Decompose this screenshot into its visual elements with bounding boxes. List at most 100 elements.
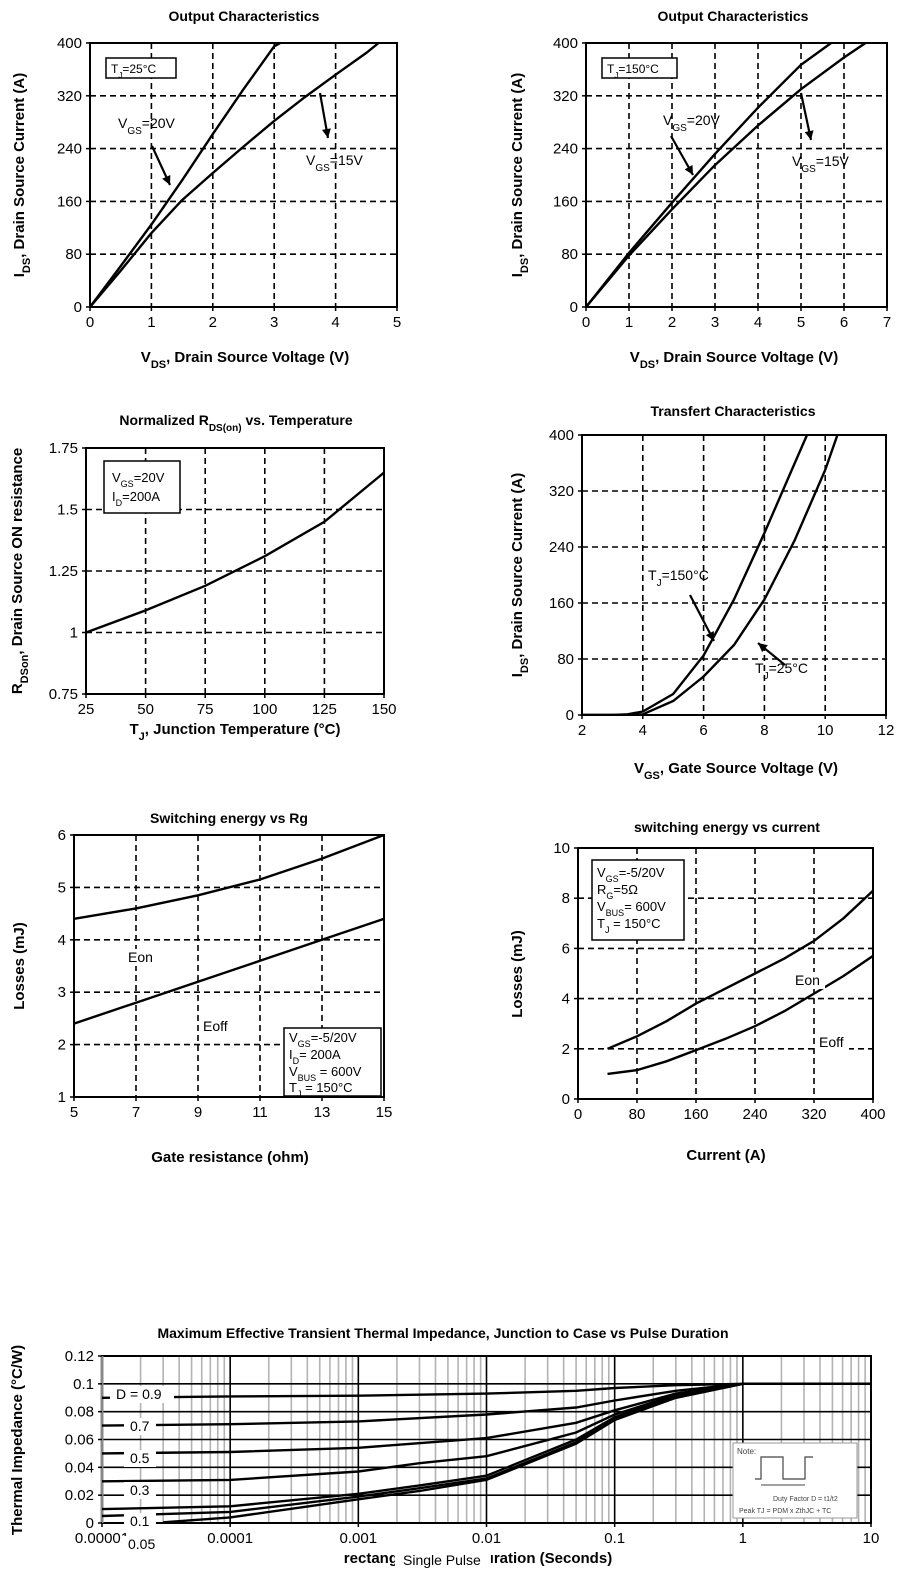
- x-tick-label: 0.1: [604, 1530, 625, 1547]
- arrowhead: [758, 643, 768, 653]
- series-line: [74, 835, 384, 920]
- x-tick-label: 4: [754, 314, 762, 331]
- y-tick-label: 400: [553, 35, 578, 52]
- condition-text: TJ = 150°C: [289, 1080, 353, 1099]
- y-tick-label: 160: [549, 595, 574, 612]
- condition-box: [103, 460, 181, 514]
- arrowhead: [804, 130, 814, 140]
- chart-title: Output Characteristics: [169, 8, 320, 24]
- y-tick-label: 2: [562, 1041, 570, 1058]
- chart-title: switching energy vs current: [634, 819, 820, 835]
- curve-label: TJ=150°C: [648, 567, 709, 589]
- x-axis-label: VGS, Gate Source Voltage (V): [634, 760, 838, 782]
- y-tick-label: 3: [58, 984, 66, 1001]
- y-tick-label: 10: [553, 840, 570, 857]
- x-tick-label: 400: [860, 1106, 885, 1123]
- curve-label: VGS=20V: [663, 112, 721, 134]
- x-tick-label: 15: [376, 1104, 393, 1121]
- y-tick-label: 240: [57, 141, 82, 158]
- x-tick-label: 7: [883, 314, 891, 331]
- curve-label: 0.05: [128, 1536, 155, 1552]
- y-tick-label: 400: [57, 35, 82, 52]
- curve-label: TJ=25°C: [755, 660, 808, 682]
- y-axis-label: IDS, Drain Source Current (A): [11, 73, 33, 277]
- condition-box: [105, 57, 177, 79]
- label-backdrop: [124, 1450, 156, 1467]
- y-axis-label: Losses (mJ): [11, 922, 28, 1010]
- y-tick-label: 1.25: [49, 563, 78, 580]
- x-tick-label: 1: [739, 1530, 747, 1547]
- chart-c7: 0.00001 0.0001 0.001 0.01 0.1 1 10 0 0.02 0.04 0.0…: [9, 1325, 879, 1569]
- x-tick-label: 2: [209, 314, 217, 331]
- y-tick-label: 0.75: [49, 686, 78, 703]
- condition-text: ID= 200A: [289, 1047, 341, 1066]
- chart-c1: 0 1 2 3 4 5 0 80 160 240 320 400 Output Characterist…: [11, 8, 401, 371]
- y-tick-label: 0.06: [65, 1432, 94, 1449]
- curve-label: Eoff: [819, 1034, 844, 1050]
- curve-label: 0.3: [130, 1482, 150, 1498]
- x-tick-label: 1: [625, 314, 633, 331]
- y-tick-label: 2: [58, 1037, 66, 1054]
- curve-label: VGS=15V: [306, 152, 364, 174]
- arrowhead: [684, 164, 693, 175]
- x-tick-label: 11: [252, 1104, 268, 1121]
- series-line: [607, 889, 873, 1050]
- plot-frame: [89, 42, 398, 308]
- condition-text: TJ = 150°C: [597, 916, 661, 935]
- x-tick-label: 2: [668, 314, 676, 331]
- label-backdrop: [110, 1386, 174, 1403]
- x-tick-label: 5: [70, 1104, 78, 1121]
- y-tick-label: 0.12: [65, 1348, 94, 1365]
- x-tick-label: 9: [194, 1104, 202, 1121]
- curve-label: Eoff: [203, 1018, 228, 1034]
- y-axis-label: RDSon, Drain Source ON resistance: [9, 448, 31, 694]
- x-tick-label: 2: [578, 722, 586, 739]
- y-axis-label: Losses (mJ): [509, 930, 526, 1018]
- plot-frame: [581, 434, 887, 716]
- x-tick-label: 0.001: [340, 1530, 378, 1547]
- curve-label: D = 0.9: [116, 1386, 162, 1402]
- y-tick-label: 240: [553, 141, 578, 158]
- x-tick-label: 25: [78, 701, 95, 718]
- y-tick-label: 5: [58, 879, 66, 896]
- arrowhead: [162, 174, 171, 185]
- chart-c4: 2 4 6 8 10 12 0 80 160 240 320 400 Transfert Charact…: [509, 403, 894, 782]
- label-backdrop: [124, 949, 158, 966]
- series-line: [102, 1382, 871, 1399]
- series-line: [582, 435, 839, 715]
- y-tick-label: 160: [57, 193, 82, 210]
- y-tick-label: 8: [562, 890, 570, 907]
- inset-note-line: Duty Factor D = t1/t2: [773, 1496, 838, 1503]
- y-tick-label: 80: [561, 246, 578, 263]
- y-axis-label: IDS, Drain Source Current (A): [509, 73, 531, 277]
- x-axis-label: TJ, Junction Temperature (°C): [129, 721, 340, 743]
- x-tick-label: 80: [629, 1106, 646, 1123]
- x-tick-label: 13: [314, 1104, 331, 1121]
- x-tick-label: 10: [863, 1530, 880, 1547]
- pulse-waveform: [755, 1456, 813, 1480]
- chart-title: Output Characteristics: [658, 8, 809, 24]
- x-tick-label: 6: [699, 722, 707, 739]
- x-tick-label: 0.01: [472, 1530, 501, 1547]
- x-tick-label: 125: [312, 701, 337, 718]
- duty-cycle-inset: [732, 1442, 858, 1519]
- y-tick-label: 4: [562, 991, 570, 1008]
- condition-text: TJ=25°C: [111, 62, 156, 80]
- plot-frame: [73, 834, 385, 1098]
- inset-note-line: Peak TJ = PDM x ZthJC + TC: [739, 1508, 831, 1515]
- y-tick-label: 400: [549, 427, 574, 444]
- y-tick-label: 1.75: [49, 440, 78, 457]
- y-tick-label: 80: [557, 651, 574, 668]
- y-tick-label: 0: [570, 299, 578, 316]
- x-axis-label: VDS, Drain Source Voltage (V): [630, 349, 838, 371]
- label-backdrop: [122, 1536, 162, 1553]
- y-axis-label: Thermal Impedance (°C/W): [9, 1345, 26, 1535]
- y-tick-label: 6: [562, 940, 570, 957]
- chart-c6: 0 80 160 240 320 400 0 2 4 6 8 10 switching energy v…: [509, 819, 886, 1164]
- x-tick-label: 5: [393, 314, 401, 331]
- condition-text: TJ=150°C: [607, 62, 659, 80]
- x-tick-label: 0: [574, 1106, 582, 1123]
- y-tick-label: 80: [65, 246, 82, 263]
- y-tick-label: 160: [553, 193, 578, 210]
- x-tick-label: 8: [760, 722, 768, 739]
